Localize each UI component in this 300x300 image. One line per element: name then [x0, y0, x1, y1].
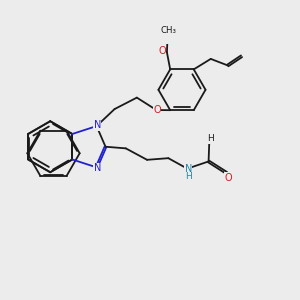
- Text: H: H: [185, 172, 192, 181]
- Text: N: N: [184, 164, 192, 174]
- Text: N: N: [94, 163, 101, 173]
- Text: H: H: [208, 134, 214, 143]
- Text: O: O: [153, 105, 161, 115]
- Text: N: N: [94, 120, 101, 130]
- Text: CH₃: CH₃: [160, 26, 176, 35]
- Text: O: O: [224, 173, 232, 183]
- Text: O: O: [158, 46, 166, 56]
